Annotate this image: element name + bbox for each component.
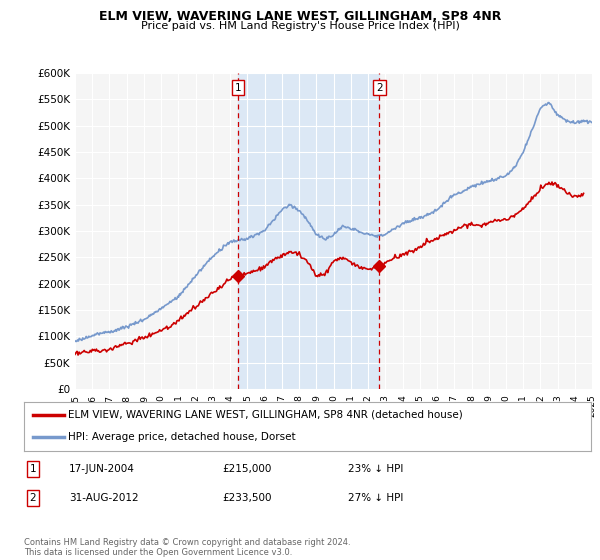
Bar [238, 73, 379, 389]
Text: 2: 2 [29, 493, 37, 503]
Text: 2: 2 [376, 82, 383, 92]
Text: Contains HM Land Registry data © Crown copyright and database right 2024.
This d: Contains HM Land Registry data © Crown c… [24, 538, 350, 557]
Text: 23% ↓ HPI: 23% ↓ HPI [348, 464, 403, 474]
Text: £215,000: £215,000 [222, 464, 271, 474]
Text: 1: 1 [29, 464, 37, 474]
Text: 27% ↓ HPI: 27% ↓ HPI [348, 493, 403, 503]
Text: ELM VIEW, WAVERING LANE WEST, GILLINGHAM, SP8 4NR: ELM VIEW, WAVERING LANE WEST, GILLINGHAM… [99, 10, 501, 23]
Text: 17-JUN-2004: 17-JUN-2004 [69, 464, 135, 474]
Text: HPI: Average price, detached house, Dorset: HPI: Average price, detached house, Dors… [68, 432, 296, 442]
Text: Price paid vs. HM Land Registry's House Price Index (HPI): Price paid vs. HM Land Registry's House … [140, 21, 460, 31]
Text: 1: 1 [235, 82, 241, 92]
Text: £233,500: £233,500 [222, 493, 271, 503]
Text: 31-AUG-2012: 31-AUG-2012 [69, 493, 139, 503]
Text: ELM VIEW, WAVERING LANE WEST, GILLINGHAM, SP8 4NR (detached house): ELM VIEW, WAVERING LANE WEST, GILLINGHAM… [68, 410, 463, 420]
